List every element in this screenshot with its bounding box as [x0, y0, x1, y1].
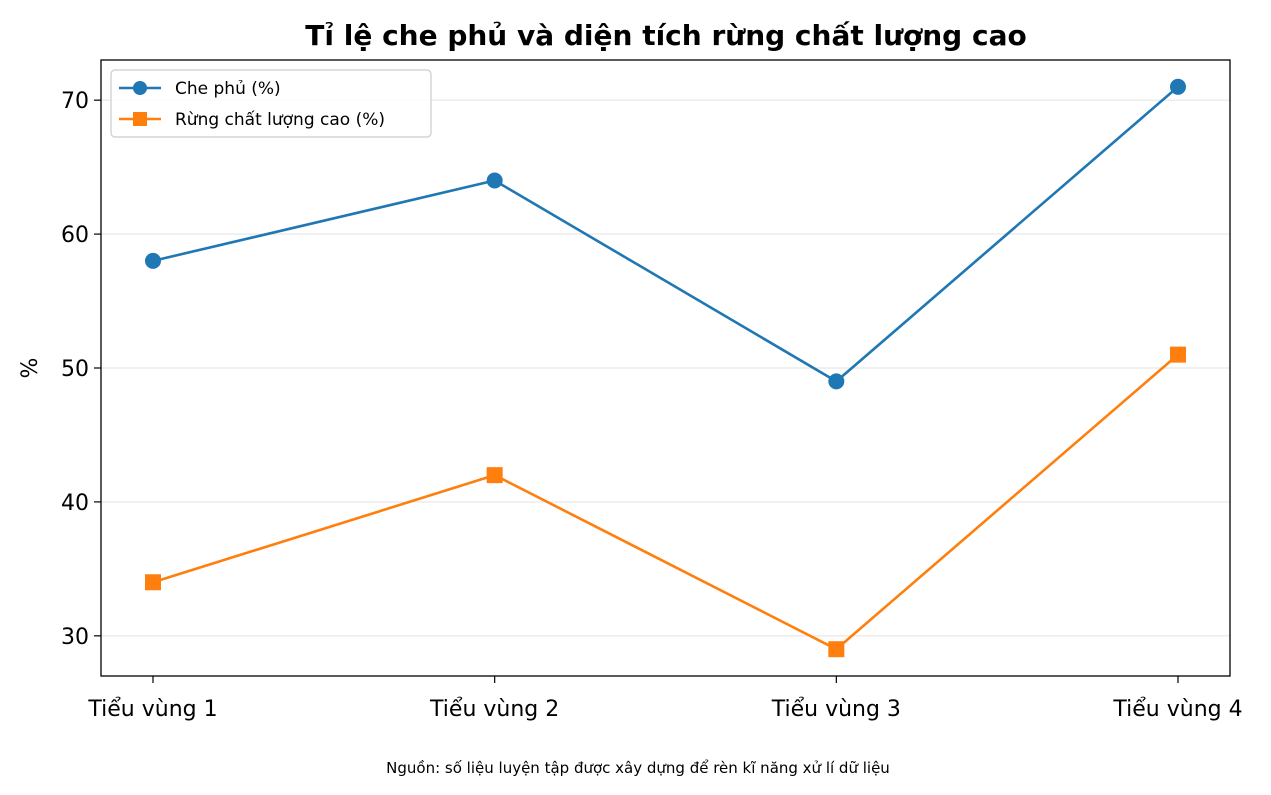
series-line-2: [152, 353, 1179, 651]
axis-ticks: 30 40 50 60 70 Tiểu vùng 1 Tiểu vùng 2 Tiểu vùn…: [61, 89, 1243, 722]
legend: Che phủ (%) Rừng chất lượng cao (%): [110, 69, 432, 138]
y-tick-label: 30: [61, 625, 89, 650]
data-point: [828, 373, 845, 390]
x-tick-label: Tiểu vùng 3: [771, 697, 901, 722]
data-point: [145, 252, 161, 269]
x-tick-label: Tiểu vùng 2: [429, 697, 559, 722]
legend-label: Che phủ (%): [175, 79, 281, 99]
y-grid: [101, 99, 1230, 637]
chart-title: Tỉ lệ che phủ và diện tích rừng chất lượ…: [305, 19, 1026, 52]
y-tick-label: 60: [61, 223, 89, 248]
data-point: [486, 172, 503, 189]
series-layer: [145, 78, 1186, 658]
y-tick-label: 50: [61, 357, 89, 382]
source-note: Nguồn: số liệu luyện tập được xây dựng đ…: [386, 759, 890, 777]
data-point: [1170, 346, 1186, 363]
legend-box: [110, 69, 432, 138]
series-line-1: [152, 85, 1179, 383]
data-point: [486, 467, 503, 484]
data-point: [145, 574, 161, 591]
data-point: [828, 641, 845, 658]
legend-label: Rừng chất lượng cao (%): [175, 109, 385, 130]
legend-marker: [133, 112, 147, 126]
y-tick-label: 40: [61, 491, 89, 516]
legend-marker: [133, 81, 147, 95]
x-tick-label: Tiểu vùng 4: [1112, 697, 1242, 722]
x-tick-label: Tiểu vùng 1: [87, 697, 217, 722]
y-axis-label: %: [18, 358, 43, 379]
data-point: [1170, 78, 1186, 95]
y-tick-label: 70: [61, 89, 89, 114]
